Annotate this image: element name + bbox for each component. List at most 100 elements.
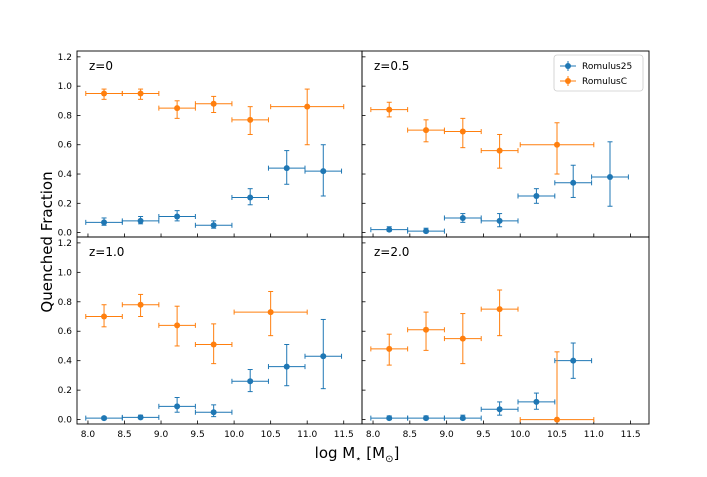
data-point — [137, 301, 144, 308]
y-tick-label: 1.0 — [58, 268, 73, 278]
x-tick-label: 8.5 — [117, 430, 131, 440]
data-point — [304, 103, 311, 110]
data-point — [570, 357, 577, 364]
data-point — [533, 398, 540, 405]
x-tick-label: 11.0 — [297, 430, 317, 440]
y-tick-label: 1.2 — [58, 239, 72, 249]
data-point — [101, 219, 108, 226]
data-point — [320, 353, 327, 360]
x-tick-label: 8.0 — [366, 430, 381, 440]
x-tick-label: 11.0 — [584, 430, 604, 440]
y-tick-label: 0.4 — [58, 170, 73, 180]
data-point — [267, 309, 274, 316]
y-tick-label: 1.0 — [58, 82, 73, 92]
series-romulusc — [85, 290, 308, 365]
data-point — [459, 415, 466, 422]
y-axis-label: Quenched Fraction — [38, 171, 56, 312]
legend-label: RomulusC — [582, 77, 627, 87]
x-tick-label: 9.0 — [154, 430, 169, 440]
data-point — [496, 147, 503, 154]
data-point — [386, 345, 393, 352]
x-tick-label: 8.0 — [81, 430, 96, 440]
y-tick-label: 0.0 — [58, 416, 73, 426]
series-romulusc — [370, 101, 595, 175]
data-point — [174, 403, 181, 410]
series-romulusc — [370, 289, 595, 423]
y-tick-label: 0.6 — [58, 327, 73, 337]
legend-swatch-marker — [565, 78, 571, 84]
data-point — [423, 228, 430, 235]
y-tick-label: 0.2 — [58, 199, 72, 209]
x-tick-label: 9.0 — [439, 430, 454, 440]
x-tick-label: 10.5 — [547, 430, 567, 440]
data-point — [459, 128, 466, 135]
data-point — [554, 141, 561, 148]
x-axis-label-main: log M — [315, 444, 356, 462]
data-point — [101, 415, 108, 422]
x-axis-label-star-sub: ⋆ — [355, 454, 361, 465]
panel-label: z=1.0 — [89, 245, 124, 259]
panels-layer: 0.0 0.2 0.4 0.6 0.8 1.0 1.2 z=0 z=0.5 8.0 8.5 9.0 9.… — [58, 50, 650, 440]
data-point — [210, 222, 217, 229]
panel-z-0: 0.0 0.2 0.4 0.6 0.8 1.0 1.2 z=0 — [58, 50, 363, 239]
data-point — [247, 194, 254, 201]
series-romulusc — [85, 88, 345, 146]
series-romulus25 — [370, 141, 629, 235]
series-romulus25 — [85, 318, 343, 422]
data-point — [283, 363, 290, 370]
data-point — [247, 378, 254, 385]
x-tick-label: 11.5 — [334, 430, 354, 440]
panel-frame — [361, 236, 650, 425]
data-point — [101, 90, 108, 97]
data-point — [210, 100, 217, 107]
x-tick-label: 8.5 — [403, 430, 417, 440]
x-tick-label: 11.5 — [621, 430, 641, 440]
data-point — [386, 415, 393, 422]
panel-frame — [76, 236, 363, 425]
panel-label: z=0.5 — [374, 59, 409, 73]
data-point — [496, 306, 503, 313]
panel-label: z=0 — [89, 59, 113, 73]
y-tick-label: 1.2 — [58, 53, 72, 63]
data-point — [137, 217, 144, 224]
data-point — [137, 90, 144, 97]
panel-z-2.0: 8.0 8.5 9.0 9.5 10.0 10.5 11.0 11.5 z=2.0 — [361, 236, 650, 440]
data-point — [570, 179, 577, 186]
legend-entry-romulusc: RomulusC — [560, 76, 627, 87]
x-tick-label: 10.5 — [261, 430, 281, 440]
y-tick-label: 0.4 — [58, 357, 73, 367]
x-axis-label-unit-close: ] — [393, 444, 399, 462]
y-tick-label: 0.6 — [58, 141, 73, 151]
panel-z-1.0: 8.0 8.5 9.0 9.5 10.0 10.5 11.0 11.5 0.0 0.2 0.4 0.6… — [58, 236, 363, 440]
data-point — [554, 416, 561, 423]
panel-frame — [76, 50, 363, 238]
legend-box — [553, 54, 644, 92]
x-tick-label: 10.0 — [510, 430, 530, 440]
x-tick-label: 9.5 — [190, 430, 204, 440]
data-point — [210, 409, 217, 416]
x-axis-label-unit-open: [M — [362, 444, 386, 462]
data-point — [459, 214, 466, 221]
y-tick-label: 0.2 — [58, 386, 72, 396]
data-point — [210, 341, 217, 348]
panel-z-0.5: z=0.5 — [361, 50, 650, 238]
data-point — [496, 217, 503, 224]
data-point — [423, 326, 430, 333]
legend-label: Romulus25 — [582, 62, 632, 72]
data-point — [496, 406, 503, 413]
legend-entry-romulus25: Romulus25 — [560, 61, 632, 72]
data-point — [386, 106, 393, 113]
data-point — [247, 116, 254, 123]
y-tick-label: 0.8 — [58, 298, 73, 308]
series-romulus25 — [370, 342, 593, 422]
data-point — [174, 105, 181, 112]
data-point — [423, 127, 430, 134]
x-axis-label: log M⋆ [M⊙] — [315, 444, 400, 465]
x-axis-label-sun-sub: ⊙ — [385, 454, 393, 465]
data-point — [137, 414, 144, 421]
data-point — [606, 173, 613, 180]
legend-swatch-marker — [565, 63, 571, 69]
series-romulus25 — [85, 144, 343, 229]
data-point — [459, 335, 466, 342]
data-point — [174, 213, 181, 220]
